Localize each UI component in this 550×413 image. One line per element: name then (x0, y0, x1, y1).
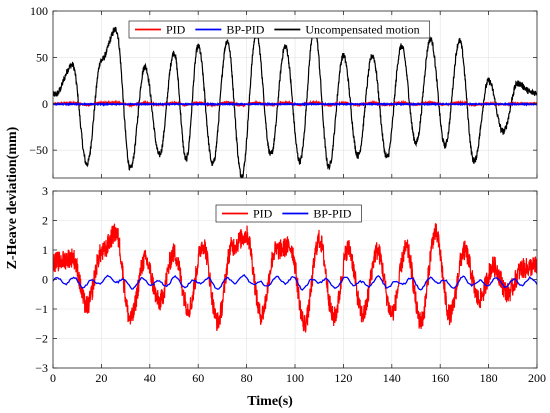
legend-entry: BP-PID (226, 23, 264, 37)
y-axis-label: Z-Heave deviation(mm) (5, 126, 20, 269)
y-tick-label: 100 (30, 4, 48, 18)
y-tick-label: 0 (42, 97, 48, 111)
series-bp-pid-line (53, 274, 537, 291)
x-axis-label: Time(s) (247, 394, 293, 409)
plot-area (53, 24, 537, 178)
y-tick-label: −1 (35, 302, 48, 316)
x-tick-label: 160 (431, 371, 449, 385)
legend: PID BP-PID Uncompensated motion (128, 20, 431, 39)
x-tick-label: 140 (383, 371, 401, 385)
series-pid-line (53, 223, 537, 333)
x-tick-label: 20 (95, 371, 107, 385)
series-bp-pid-line (53, 101, 537, 107)
legend: PID BP-PID (215, 204, 362, 223)
legend-entry: Uncompensated motion (305, 23, 419, 37)
x-tick-label: 60 (192, 371, 204, 385)
top-chart-panel: −50 0 50 100 PID BP-PID Uncompensated motion (29, 4, 538, 179)
y-tick-label: −2 (35, 332, 48, 346)
x-tick-label: 80 (241, 371, 253, 385)
x-tick-label: 120 (334, 371, 352, 385)
legend-entry: PID (253, 207, 273, 221)
y-tick-label: 1 (42, 243, 48, 257)
plot-area (53, 223, 537, 333)
legend-entry: PID (166, 23, 186, 37)
y-tick-label: 2 (42, 214, 48, 228)
y-tick-label: −50 (29, 143, 48, 157)
x-tick-label: 100 (286, 371, 304, 385)
y-tick-label: 50 (36, 50, 48, 64)
legend-entry: BP-PID (313, 207, 351, 221)
x-tick-label: 180 (480, 371, 498, 385)
x-tick-label: 0 (50, 371, 56, 385)
bottom-chart-panel: −3 −2 −1 0 1 2 3 0 20 40 60 80 100 120 140 160 180 200 PID… (35, 184, 546, 385)
y-tick-label: 3 (42, 184, 48, 198)
y-tick-label: −3 (35, 361, 48, 375)
y-tick-label: 0 (42, 273, 48, 287)
x-tick-label: 200 (528, 371, 546, 385)
x-tick-label: 40 (144, 371, 156, 385)
series-uncompensated-line (53, 24, 537, 178)
